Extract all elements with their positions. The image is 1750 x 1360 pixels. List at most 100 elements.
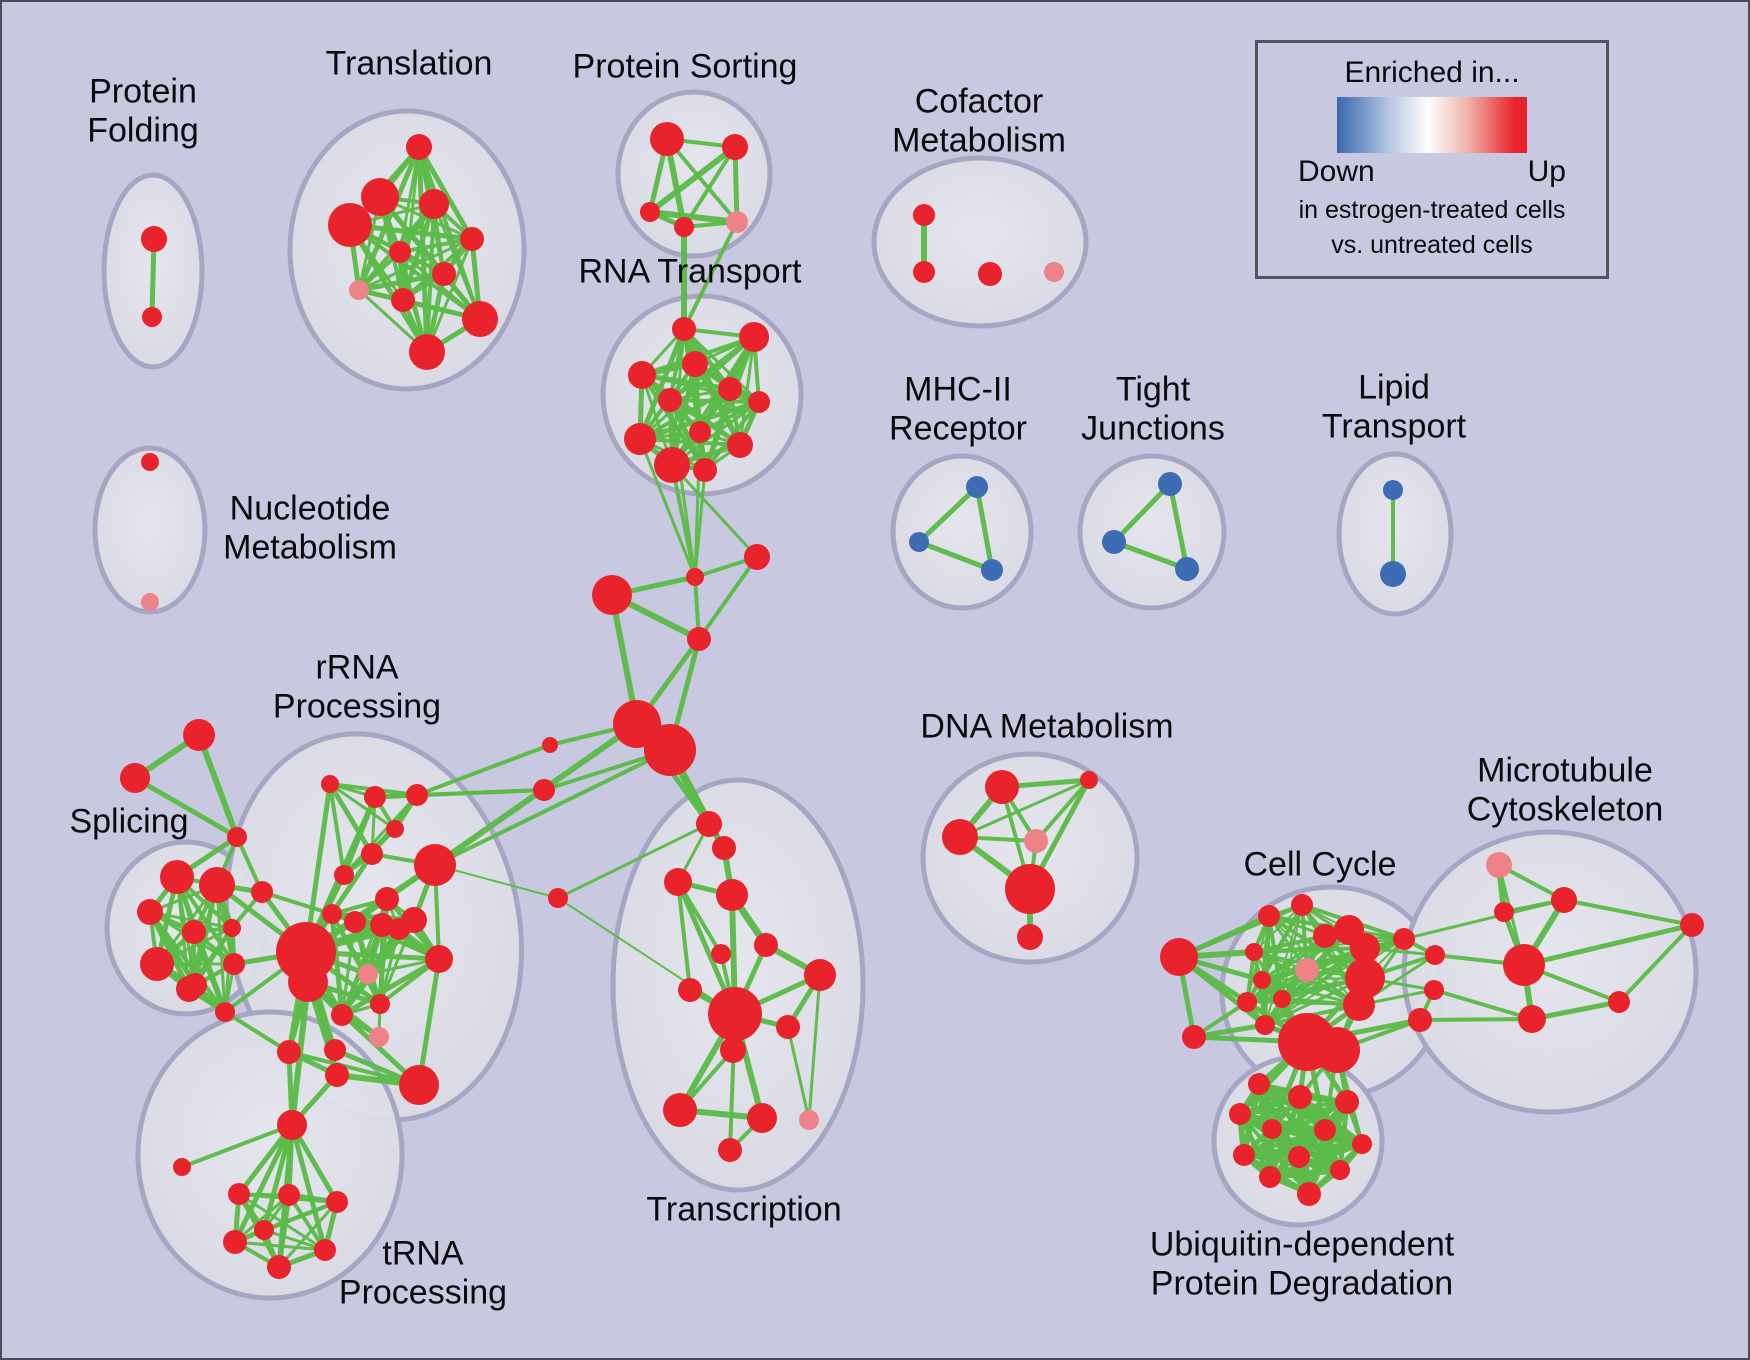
network-edge xyxy=(149,910,233,930)
network-edge xyxy=(416,743,551,797)
network-edge xyxy=(1433,988,1533,1021)
network-edge xyxy=(1246,935,1326,1003)
network-edge xyxy=(425,238,474,353)
network-edge xyxy=(181,1123,293,1169)
network-node-red-up xyxy=(1408,1008,1432,1032)
network-node-red-up xyxy=(321,775,339,793)
network-node-red-up xyxy=(199,867,235,903)
network-node-red-up xyxy=(739,322,769,352)
network-edge xyxy=(196,733,240,839)
network-node-red-up xyxy=(334,865,354,885)
network-node-pink-up-weak xyxy=(358,964,378,984)
network-node-red-up xyxy=(361,843,383,865)
network-node-red-up xyxy=(776,1015,800,1039)
network-edge xyxy=(639,387,731,441)
cluster-ellipse-microtubule-cytoskeleton xyxy=(1401,829,1699,1115)
network-node-red-up xyxy=(1551,887,1577,913)
network-node-red-up xyxy=(722,134,748,160)
network-edge xyxy=(232,1123,295,1244)
network-node-blue-down xyxy=(981,559,1003,581)
network-edge xyxy=(358,271,445,293)
network-node-red-up xyxy=(678,978,702,1002)
network-node-red-up xyxy=(322,904,342,924)
network-node-red-up xyxy=(663,1093,697,1127)
network-node-red-up xyxy=(1259,1166,1281,1188)
network-node-red-up xyxy=(978,262,1002,286)
network-node-red-up xyxy=(142,307,162,327)
network-node-red-up xyxy=(644,724,696,776)
network-node-red-up xyxy=(344,911,366,933)
network-node-red-up xyxy=(716,879,748,911)
network-edge xyxy=(1269,1167,1341,1180)
network-edge xyxy=(738,336,756,446)
network-edge xyxy=(668,399,697,578)
network-node-red-up xyxy=(1229,1103,1251,1125)
network-edge xyxy=(374,788,545,799)
cluster-ellipse-mhc-ii-receptor xyxy=(890,453,1034,611)
network-edge xyxy=(289,1124,328,1251)
network-node-red-up xyxy=(718,1138,742,1162)
network-edge xyxy=(261,1124,295,1231)
network-node-red-up xyxy=(386,820,404,838)
network-edge xyxy=(557,822,710,900)
network-node-red-up xyxy=(176,976,202,1002)
network-edge xyxy=(1112,482,1172,544)
network-node-red-up xyxy=(1288,1085,1312,1109)
legend-title: Enriched in... xyxy=(1344,56,1520,89)
network-node-red-up xyxy=(1262,1119,1282,1139)
network-node-red-up xyxy=(419,189,449,219)
network-node-red-up xyxy=(1503,944,1545,986)
network-edge xyxy=(1193,1022,1266,1040)
network-node-red-up xyxy=(328,203,372,247)
network-node-red-up xyxy=(432,262,456,286)
cluster-ellipse-cofactor-metabolism xyxy=(871,155,1089,329)
network-node-red-up xyxy=(278,1184,300,1206)
network-node-red-up xyxy=(399,1065,439,1105)
network-node-red-up xyxy=(1314,1027,1360,1073)
network-node-red-up xyxy=(533,779,555,801)
network-edge xyxy=(697,555,759,641)
network-edge xyxy=(416,958,442,1086)
network-node-red-up xyxy=(389,241,411,263)
network-node-red-up xyxy=(711,944,731,964)
network-edge xyxy=(665,137,739,224)
network-node-red-up xyxy=(548,888,568,908)
legend-axis-labels: Down Up xyxy=(1258,153,1606,189)
network-edge xyxy=(648,144,737,215)
legend-gradient-bar xyxy=(1337,97,1527,153)
network-node-red-up xyxy=(406,134,432,160)
network-node-red-up xyxy=(1313,924,1337,948)
network-node-blue-down xyxy=(1175,557,1199,581)
network-node-red-up xyxy=(326,1191,348,1213)
network-node-red-up xyxy=(277,1040,301,1064)
network-node-pink-up-weak xyxy=(726,211,748,233)
network-node-pink-up-weak xyxy=(1295,958,1319,982)
network-edge xyxy=(693,431,702,578)
network-node-red-up xyxy=(1017,924,1043,950)
cluster-ellipse-dna-metabolism xyxy=(920,751,1140,965)
network-node-red-up xyxy=(720,1037,746,1063)
network-node-red-up xyxy=(727,432,753,458)
network-node-red-up xyxy=(141,226,167,252)
network-node-red-up xyxy=(1288,1146,1310,1168)
network-edge xyxy=(1113,539,1188,572)
network-edge xyxy=(434,864,559,899)
network-node-red-up xyxy=(361,178,399,216)
network-node-red-up xyxy=(689,421,711,443)
network-node-red-up xyxy=(375,887,399,911)
legend: Enriched in... Down Up in estrogen-treat… xyxy=(1255,40,1609,279)
network-edge xyxy=(1523,922,1693,968)
network-edge xyxy=(1178,903,1303,959)
network-node-red-up xyxy=(712,836,736,860)
network-edge xyxy=(639,437,741,447)
network-node-red-up xyxy=(804,959,836,991)
network-edge xyxy=(557,897,736,1015)
network-edge xyxy=(638,438,697,578)
network-node-red-up xyxy=(1005,864,1055,914)
network-node-red-up xyxy=(1680,913,1704,937)
network-edge xyxy=(149,238,157,318)
network-node-blue-down xyxy=(909,532,929,552)
network-node-red-up xyxy=(462,301,498,337)
